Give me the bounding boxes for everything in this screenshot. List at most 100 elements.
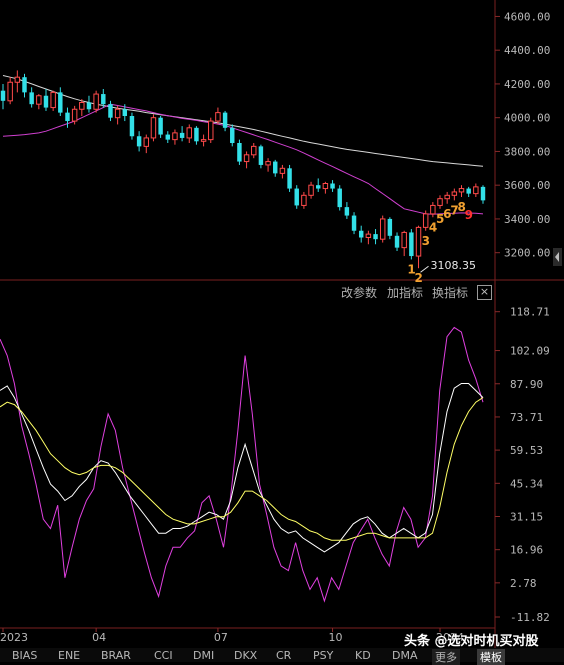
close-indicator-button[interactable]: × [477, 285, 492, 300]
candle-body [215, 112, 221, 122]
candle [287, 164, 292, 192]
candle-body [365, 233, 372, 238]
candle [122, 104, 128, 122]
indicator-tab[interactable]: DMI [193, 649, 215, 662]
candle [215, 107, 221, 125]
candle-body [322, 183, 329, 190]
indicator-tab[interactable]: CR [276, 649, 292, 662]
candle [451, 188, 458, 201]
candle [308, 181, 314, 199]
candle-body [143, 137, 150, 147]
watermark: 头条 @选对时机买对股 [404, 634, 539, 649]
indicator-tab[interactable]: PSY [313, 649, 334, 662]
candle-body [108, 104, 113, 118]
candle-body [387, 218, 393, 236]
indicator-tab[interactable]: KD [355, 649, 371, 662]
candle-body [415, 226, 422, 257]
indicator-tab-bar: BIAS ENE BRAR CCI DMI DKX CR PSY KD DMA 更多 模板 [0, 648, 564, 665]
low-price-label: 3108.35 [431, 259, 477, 272]
candle-body [279, 167, 286, 174]
candle [358, 225, 364, 243]
candle-body [258, 146, 264, 165]
date-tick-label: 10 [329, 631, 343, 644]
candle-body [29, 92, 34, 105]
candle-body [22, 77, 27, 93]
countdown-label: 2 [415, 271, 423, 285]
candle [58, 87, 63, 116]
candle [265, 158, 271, 172]
date-tick-label: 07 [214, 631, 228, 644]
indicator-tab[interactable]: BRAR [101, 649, 131, 662]
candle-body [86, 102, 92, 110]
candle [179, 126, 185, 142]
candle-body [172, 132, 178, 141]
candle [437, 195, 443, 209]
indicator-tick-label: 102.09 [510, 345, 550, 358]
indicator-tab[interactable]: ENE [58, 649, 81, 662]
candle [93, 90, 99, 113]
indicator-tab[interactable]: DMA [392, 649, 418, 662]
candle-body [401, 231, 407, 249]
candle-body [394, 235, 400, 248]
moving-average-line [2, 75, 484, 167]
countdown-label: 8 [458, 200, 466, 214]
candle-body [36, 95, 42, 105]
indicator-tick-label: 31.15 [510, 510, 543, 523]
candle-body [114, 108, 121, 119]
candle [394, 232, 400, 251]
moving-average-line [2, 103, 484, 215]
candle [108, 100, 113, 122]
candle [222, 110, 228, 132]
moving-average-lines [2, 75, 484, 215]
candle [14, 70, 21, 93]
collapse-panel-icon[interactable] [553, 248, 562, 266]
candle [365, 230, 372, 245]
candle-body [351, 215, 357, 231]
indicator-tick-label: 118.71 [510, 306, 550, 319]
candle-body [150, 117, 157, 139]
candle [415, 225, 422, 269]
candle-body [273, 161, 278, 174]
candle-body [287, 168, 292, 189]
indicator-tab[interactable]: CCI [154, 649, 173, 662]
switch-indicator-button[interactable]: 换指标 [432, 286, 469, 300]
candle [230, 124, 235, 147]
candle [71, 105, 78, 125]
indicator-tick-label: 16.96 [510, 544, 543, 557]
indicator-tab[interactable]: BIAS [12, 649, 38, 662]
price-tick-label: 4000.00 [504, 112, 550, 125]
adjust-params-button[interactable]: 改参数 [341, 286, 378, 300]
candle [101, 89, 106, 108]
candle-body [373, 234, 378, 240]
candle-body [451, 191, 458, 196]
candle [136, 131, 142, 152]
candle [430, 202, 436, 218]
candle [480, 185, 486, 204]
candle [194, 126, 199, 145]
candle [86, 95, 92, 113]
indicator-tab[interactable]: DKX [234, 649, 258, 662]
add-indicator-button[interactable]: 加指标 [387, 286, 424, 300]
candle-body [0, 90, 6, 101]
candle [458, 185, 465, 197]
candle-body [409, 232, 414, 257]
candle [301, 191, 307, 209]
candle-body [186, 127, 192, 139]
candle-body [379, 218, 386, 240]
price-tick-label: 3400.00 [504, 213, 550, 226]
indicator-tab[interactable]: 模板 [477, 649, 505, 665]
candle [200, 134, 207, 147]
candle [344, 202, 350, 219]
indicator-lines [0, 326, 484, 603]
candle-body [243, 154, 250, 163]
indicator-tab[interactable]: 更多 [432, 649, 460, 665]
date-axis-ticks: 2023 04 07 10 2024 [0, 628, 464, 644]
candle-body [129, 116, 135, 137]
candle-body [43, 95, 49, 108]
candle-body [344, 207, 350, 216]
candle [294, 185, 299, 209]
candle-body [50, 91, 56, 109]
indicator-tick-label: 2.78 [510, 577, 537, 590]
candle [158, 116, 163, 138]
date-tick-label: 2023 [0, 631, 28, 644]
